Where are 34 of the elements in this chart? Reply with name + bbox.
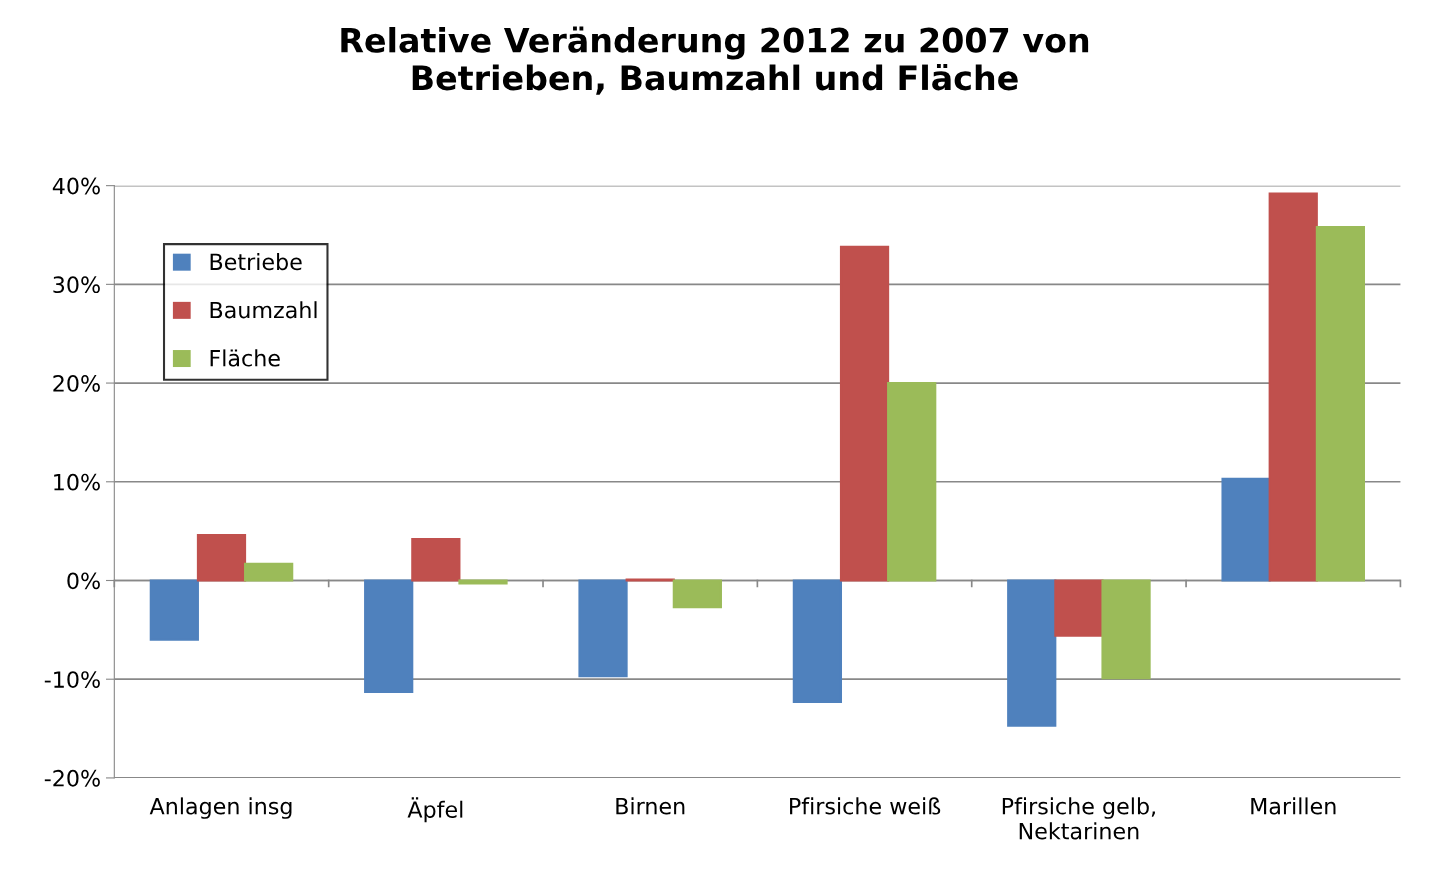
x-tick-label: Anlagen insg xyxy=(149,797,292,819)
legend-label: Fläche xyxy=(210,349,280,367)
bar xyxy=(887,382,937,582)
y-tick-label: 30% xyxy=(53,276,100,294)
bar xyxy=(1315,226,1366,582)
x-tick-label: Pfirsiche weiß xyxy=(790,797,941,815)
bar xyxy=(149,579,199,641)
bar xyxy=(244,562,294,582)
bar xyxy=(672,579,722,609)
x-tick-label: Marillen xyxy=(1251,797,1336,815)
y-tick-label: 10% xyxy=(54,473,100,491)
bar xyxy=(1268,192,1318,582)
x-tick-label: Pfirsiche gelb, Nektarinen xyxy=(1002,797,1155,840)
bar xyxy=(792,579,843,703)
bar xyxy=(1221,477,1271,582)
bar xyxy=(839,245,890,582)
y-tick-label: -10% xyxy=(44,671,100,688)
bar xyxy=(196,534,247,582)
bar xyxy=(364,579,414,694)
legend-label: Betriebe xyxy=(210,253,302,271)
bar xyxy=(411,537,461,582)
bar xyxy=(1007,579,1057,727)
legend-label: Baumzahl xyxy=(210,301,317,319)
bar xyxy=(1101,579,1151,680)
x-tick-label: Äpfel xyxy=(407,797,463,823)
bar xyxy=(1054,579,1104,637)
chart-title: Relative Veränderung 2012 zu 2007 von Betrieben, Baumzahl und Fläche xyxy=(341,26,1089,95)
bar xyxy=(458,579,508,585)
x-tick-label: Birnen xyxy=(616,797,685,815)
y-tick-label: -20% xyxy=(44,769,100,787)
y-tick-label: 20% xyxy=(53,375,100,392)
y-tick-label: 0% xyxy=(67,572,100,590)
y-tick-label: 40% xyxy=(52,177,100,195)
bar xyxy=(578,579,628,678)
